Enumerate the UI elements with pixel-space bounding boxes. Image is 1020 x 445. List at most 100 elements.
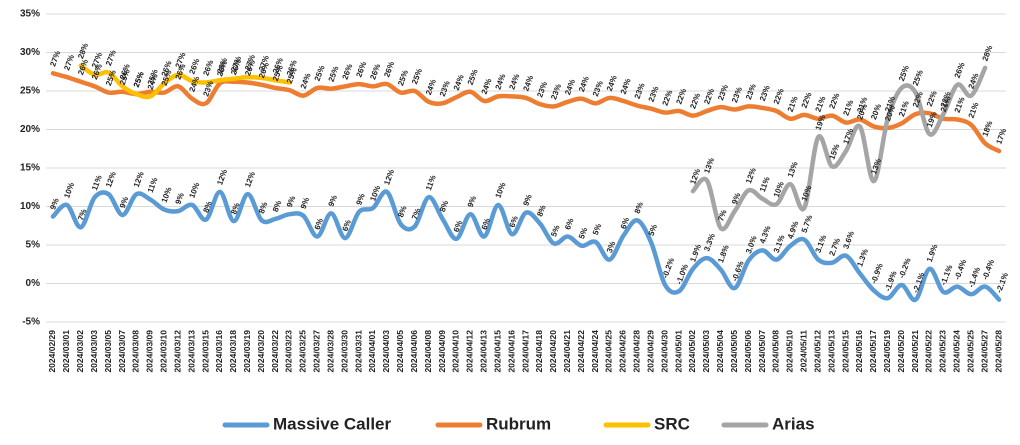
x-tick-label: 2024/04/13 (479, 330, 489, 373)
data-label: 10% (800, 184, 814, 202)
x-tick-label: 2024/02/29 (47, 330, 57, 373)
data-label: -2.1% (994, 271, 1010, 294)
data-label: 9% (48, 197, 60, 211)
data-label: 21% (897, 100, 911, 118)
data-label: 3.3% (702, 232, 717, 252)
data-label: 23% (758, 84, 772, 102)
data-label: 22% (772, 87, 786, 105)
data-label: 23% (730, 86, 744, 104)
y-tick-label: 15% (20, 163, 40, 174)
data-label: -0.9% (869, 262, 885, 285)
y-tick-label: 10% (20, 201, 40, 212)
y-tick-label: 20% (20, 124, 40, 135)
data-label: 5% (591, 222, 603, 236)
data-label: 8% (229, 202, 241, 216)
x-tick-label: 2024/03/15 (200, 330, 210, 373)
data-label: 6% (619, 216, 631, 230)
data-label: 12% (243, 170, 257, 188)
x-tick-label: 2024/03/30 (339, 330, 349, 373)
data-label: 24% (424, 78, 438, 96)
data-label: 7% (76, 208, 88, 222)
x-tick-label: 2024/05/10 (785, 330, 795, 373)
data-label: 6% (452, 219, 464, 233)
y-tick-label: 5% (26, 240, 41, 251)
data-label: 24% (299, 72, 313, 90)
x-tick-label: 2024/05/03 (701, 330, 711, 373)
data-label: 26% (953, 61, 967, 79)
data-label: 26% (368, 63, 382, 81)
data-label: 12% (382, 168, 396, 186)
x-tick-label: 2024/04/26 (618, 330, 628, 373)
data-label: 9% (285, 195, 297, 209)
data-label: 18% (981, 120, 995, 138)
x-tick-label: 2024/04/28 (632, 330, 642, 373)
data-label: 4.9% (786, 220, 801, 240)
data-label: 26% (187, 57, 201, 75)
data-label: 9% (466, 195, 478, 209)
data-label: 27% (104, 49, 118, 67)
data-label: 11% (90, 174, 104, 192)
data-label: 5% (577, 226, 589, 240)
data-label: 5.7% (800, 214, 815, 234)
y-tick-label: 0% (26, 278, 41, 289)
series-line (78, 63, 292, 100)
data-label: 26% (354, 60, 368, 78)
x-tick-label: 2024/03/05 (103, 330, 113, 373)
x-tick-label: 2024/03/20 (256, 330, 266, 373)
data-label: 2.7% (827, 237, 842, 257)
x-tick-label: 2024/05/15 (840, 330, 850, 373)
x-tick-label: 2024/04/30 (659, 330, 669, 373)
data-label: 1.9% (925, 243, 940, 263)
x-tick-label: 2024/05/23 (938, 330, 948, 373)
data-label: 23% (744, 83, 758, 101)
data-label: 10% (160, 186, 174, 204)
data-label: 23% (535, 80, 549, 98)
legend-label: Rubrum (486, 414, 551, 433)
data-label: 6% (563, 217, 575, 231)
x-tick-label: 2024/04/09 (437, 330, 447, 373)
x-tick-label: 2024/04/08 (423, 330, 433, 373)
x-tick-label: 2024/05/11 (799, 330, 809, 372)
data-label: 11% (424, 174, 438, 192)
legend-label: Massive Caller (273, 414, 392, 433)
data-label: 10% (187, 181, 201, 199)
data-label: 3% (605, 240, 617, 254)
data-label: 22% (661, 89, 675, 107)
data-label: 13% (869, 157, 883, 175)
x-tick-label: 2024/04/22 (576, 330, 586, 373)
x-tick-label: 2024/05/07 (757, 330, 767, 373)
data-label: 23% (591, 80, 605, 98)
data-label: 28% (76, 42, 90, 60)
data-label: 13% (702, 157, 716, 175)
data-label: 8% (633, 201, 645, 215)
data-label: 21% (786, 95, 800, 113)
data-label: 24% (605, 74, 619, 92)
data-label: 22% (800, 91, 814, 109)
data-label: 22% (674, 87, 688, 105)
data-label: 27% (62, 53, 76, 71)
data-label: 24% (619, 77, 633, 95)
data-label: 11% (146, 176, 160, 194)
x-tick-label: 2024/05/27 (979, 330, 989, 373)
x-tick-label: 2024/03/12 (172, 330, 182, 373)
x-tick-label: 2024/04/25 (604, 330, 614, 373)
data-label: 24% (480, 77, 494, 95)
x-tick-label: 2024/05/08 (771, 330, 781, 373)
x-tick-label: 2024/04/18 (534, 330, 544, 373)
x-tick-label: 2024/04/24 (590, 330, 600, 373)
data-label: -0.4% (981, 258, 997, 281)
data-label: 5% (647, 223, 659, 237)
x-tick-label: 2024/05/25 (965, 330, 975, 373)
x-tick-label: 2024/04/01 (367, 330, 377, 373)
data-label: 12% (104, 170, 118, 188)
data-label: 22% (688, 92, 702, 110)
data-label: 8% (201, 200, 213, 214)
data-label: 26% (341, 63, 355, 81)
x-tick-label: 2024/03/08 (131, 330, 141, 373)
data-label: 6% (507, 215, 519, 229)
data-label: 24% (577, 75, 591, 93)
x-tick-label: 2024/05/22 (924, 330, 934, 373)
y-tick-label: 30% (20, 47, 40, 58)
data-label: 22% (702, 87, 716, 105)
data-label: 8% (257, 201, 269, 215)
